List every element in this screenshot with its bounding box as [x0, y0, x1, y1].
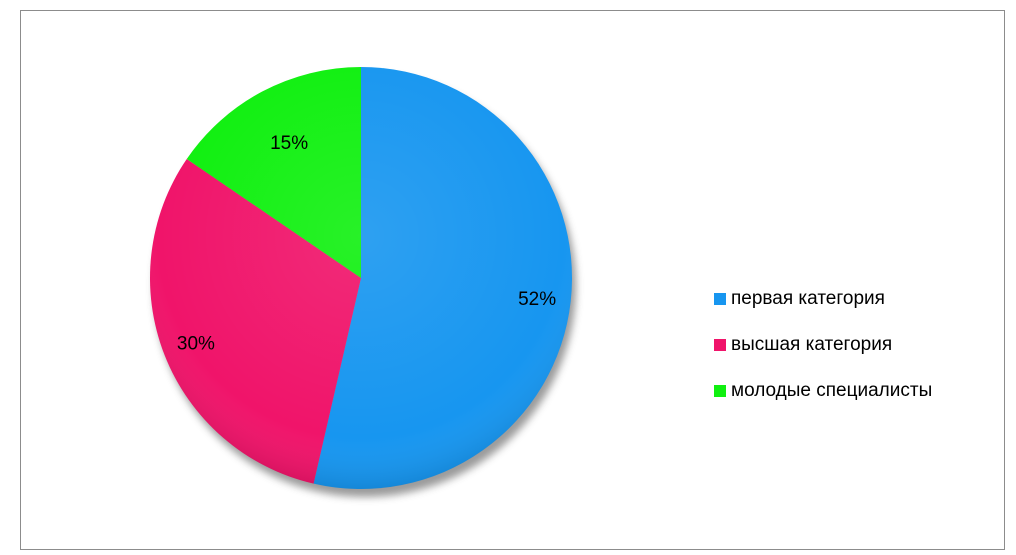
pie-slices	[150, 67, 572, 489]
legend-item: высшая категория	[714, 322, 932, 368]
pie-data-labels: 52% 30% 15%	[177, 133, 556, 355]
legend-item: первая категория	[714, 276, 932, 322]
pie-data-label: 30%	[177, 333, 215, 354]
legend-swatch	[714, 339, 726, 351]
pie-data-label: 52%	[518, 289, 556, 310]
legend-swatch	[714, 385, 726, 397]
legend-label: молодые специалисты	[731, 380, 933, 401]
legend-swatch	[714, 293, 726, 305]
pie-data-label: 15%	[270, 133, 308, 154]
legend-label: высшая категория	[731, 334, 893, 355]
legend-item: молодые специалисты	[714, 368, 932, 414]
legend: первая категория высшая категория молоды…	[714, 276, 932, 414]
legend-label: первая категория	[731, 288, 885, 309]
chart-area: 52% 30% 15% первая категория высшая катего…	[20, 10, 1005, 550]
